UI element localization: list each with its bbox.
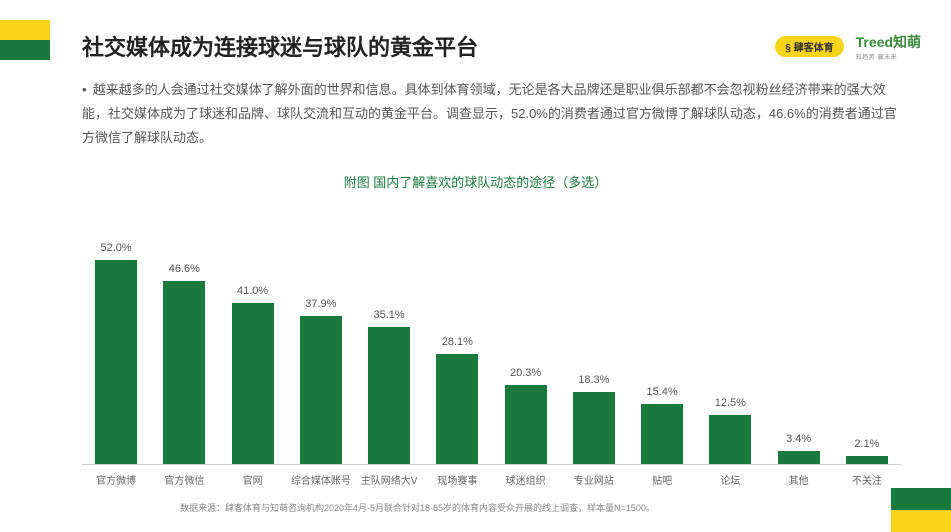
bar <box>300 316 342 464</box>
logo-treed-text: Treed知萌 <box>856 34 921 50</box>
accent-decoration <box>0 20 50 40</box>
accent-decoration <box>891 510 951 532</box>
bar <box>573 392 615 464</box>
bar-group: 12.5%论坛 <box>696 200 764 464</box>
bar-category-label: 主队网络大V <box>361 472 418 487</box>
bar-category-label: 球迷组织 <box>506 472 546 487</box>
bar-category-label: 官方微博 <box>96 472 136 487</box>
logo-treed: Treed知萌 知趋势·赢未来 <box>856 32 921 61</box>
bar-chart: 52.0%官方微博46.6%官方微信41.0%官网37.9%综合媒体账号35.1… <box>82 200 901 465</box>
header: 社交媒体成为连接球迷与球队的黄金平台 § 肆客体育 Treed知萌 知趋势·赢未… <box>82 30 921 62</box>
logo-group: § 肆客体育 Treed知萌 知趋势·赢未来 <box>775 32 921 61</box>
bar <box>163 281 205 464</box>
bar-group: 2.1%不关注 <box>833 200 901 464</box>
bar-group: 20.3%球迷组织 <box>492 200 560 464</box>
accent-decoration <box>891 488 951 510</box>
bar-value-label: 35.1% <box>374 309 405 321</box>
bar-value-label: 37.9% <box>305 298 336 310</box>
chart-title: 附图 国内了解喜欢的球队动态的途径（多选） <box>0 172 951 191</box>
bar-category-label: 官方微信 <box>164 472 204 487</box>
bar <box>368 327 410 464</box>
bar-value-label: 12.5% <box>715 397 746 409</box>
bar-value-label: 2.1% <box>854 438 879 450</box>
bar-group: 35.1%主队网络大V <box>355 200 423 464</box>
bar-value-label: 28.1% <box>442 336 473 348</box>
bar-value-label: 41.0% <box>237 285 268 297</box>
data-source: 数据来源：肆客体育与知萌咨询机构2020年4月-5月联合针对18-65岁的体育内… <box>180 501 655 514</box>
bar-value-label: 18.3% <box>578 374 609 386</box>
bar-group: 46.6%官方微信 <box>150 200 218 464</box>
accent-decoration <box>0 40 50 60</box>
bar <box>505 385 547 465</box>
logo-sike: § 肆客体育 <box>775 36 843 57</box>
bar-value-label: 20.3% <box>510 367 541 379</box>
bar-group: 3.4%其他 <box>765 200 833 464</box>
bar-group: 41.0%官网 <box>219 200 287 464</box>
bar-category-label: 官网 <box>243 472 263 487</box>
bar-category-label: 贴吧 <box>652 472 672 487</box>
bar-value-label: 46.6% <box>169 263 200 275</box>
bar <box>846 456 888 464</box>
bar-category-label: 现场赛事 <box>437 472 477 487</box>
page-title: 社交媒体成为连接球迷与球队的黄金平台 <box>82 30 478 62</box>
bar <box>641 404 683 464</box>
bar-group: 37.9%综合媒体账号 <box>287 200 355 464</box>
bar-category-label: 综合媒体账号 <box>291 472 351 487</box>
bar-category-label: 其他 <box>789 472 809 487</box>
bar-value-label: 15.4% <box>647 386 678 398</box>
bar-category-label: 不关注 <box>852 472 882 487</box>
bar-group: 18.3%专业网站 <box>560 200 628 464</box>
bar <box>709 415 751 464</box>
bar-category-label: 论坛 <box>720 472 740 487</box>
bar <box>778 451 820 464</box>
bar <box>95 260 137 464</box>
bullet-icon: • <box>82 82 87 97</box>
bar-group: 15.4%贴吧 <box>628 200 696 464</box>
logo-treed-sub: 知趋势·赢未来 <box>856 52 921 61</box>
bar-category-label: 专业网站 <box>574 472 614 487</box>
bar-group: 52.0%官方微博 <box>82 200 150 464</box>
bar-group: 28.1%现场赛事 <box>423 200 491 464</box>
bar-value-label: 3.4% <box>786 433 811 445</box>
body-paragraph: •越来越多的人会通过社交媒体了解外面的世界和信息。具体到体育领域，无论是各大品牌… <box>82 78 901 150</box>
bar <box>232 303 274 464</box>
body-text-content: 越来越多的人会通过社交媒体了解外面的世界和信息。具体到体育领域，无论是各大品牌还… <box>82 82 897 145</box>
bar-value-label: 52.0% <box>101 242 132 254</box>
bar <box>436 354 478 464</box>
